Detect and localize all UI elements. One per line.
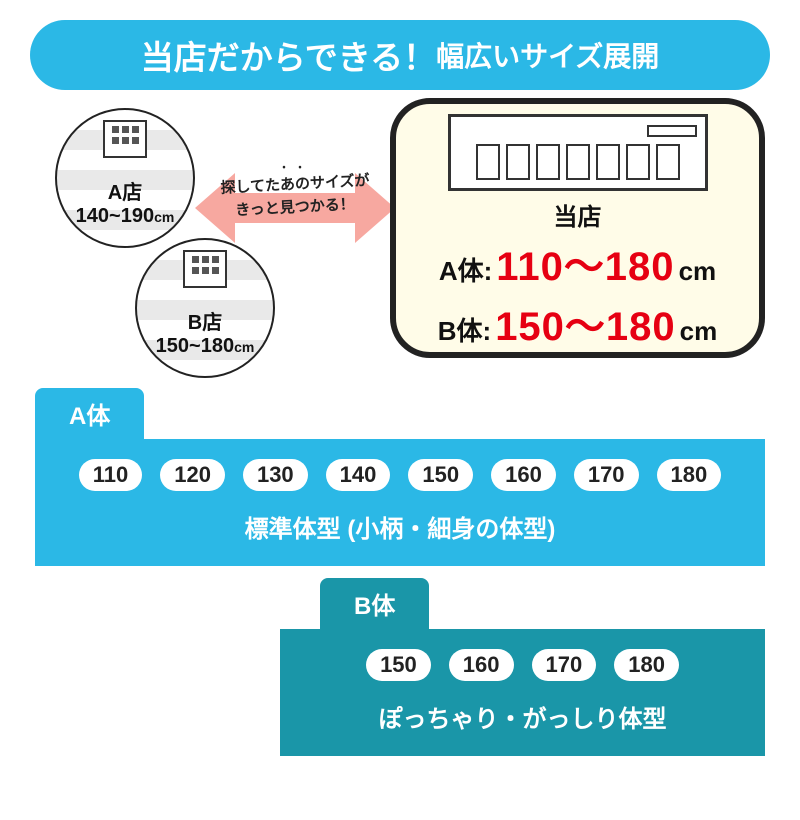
size-pill: 160 [491,459,556,491]
size-pill: 110 [79,459,143,491]
size-pill: 180 [614,649,679,681]
competitor-range: 140~190cm [76,205,175,228]
header-rest: 幅広いサイズ展開 [436,35,659,75]
size-pill: 150 [408,459,473,491]
caption: ・・ 探してたあのサイズが きっと見つかる！ [195,173,395,217]
header-bold: 当店だからできる！ [141,31,436,79]
our-store-label: 当店 [554,197,602,232]
building-icon [103,120,147,158]
our-store-panel: 当店 A体: 110〜180 cm B体: 150〜180 cm [390,98,765,358]
section-description: 標準体型 (小柄・細身の体型) [45,509,755,544]
size-pill: 170 [574,459,639,491]
section-b-type: B体 150 160 170 180 ぽっちゃり・がっしり体型 [0,578,800,756]
comparison-section: A店 140~190cm B店 150~180cm ・・ 探してたあのサイズが … [0,108,800,378]
competitor-range: 150~180cm [156,335,255,358]
competitor-name: A店 [108,176,142,205]
competitor-name: B店 [188,306,222,335]
our-store-range-b: B体: 150〜180 cm [438,294,718,352]
section-a-type: A体 110 120 130 140 150 160 170 180 標準体型 … [0,388,800,566]
competitor-b: B店 150~180cm [135,238,275,378]
size-pill: 180 [657,459,722,491]
section-description: ぽっちゃり・がっしり体型 [290,699,755,734]
section-panel: 150 160 170 180 ぽっちゃり・がっしり体型 [280,629,765,756]
section-panel: 110 120 130 140 150 160 170 180 標準体型 (小柄… [35,439,765,566]
competitor-a: A店 140~190cm [55,108,195,248]
size-pill: 160 [449,649,514,681]
size-pill: 130 [243,459,308,491]
building-icon [183,250,227,288]
size-pill: 150 [366,649,431,681]
our-store-range-a: A体: 110〜180 cm [439,234,716,292]
size-row: 150 160 170 180 [290,649,755,681]
section-tab: B体 [320,578,429,629]
section-tab: A体 [35,388,144,439]
size-pill: 170 [532,649,597,681]
size-pill: 140 [326,459,391,491]
size-pill: 120 [160,459,225,491]
large-building-icon [448,114,708,191]
header-banner: 当店だからできる！ 幅広いサイズ展開 [30,20,770,90]
size-row: 110 120 130 140 150 160 170 180 [45,459,755,491]
